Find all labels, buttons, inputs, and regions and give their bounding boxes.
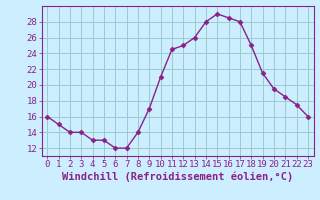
- X-axis label: Windchill (Refroidissement éolien,°C): Windchill (Refroidissement éolien,°C): [62, 172, 293, 182]
